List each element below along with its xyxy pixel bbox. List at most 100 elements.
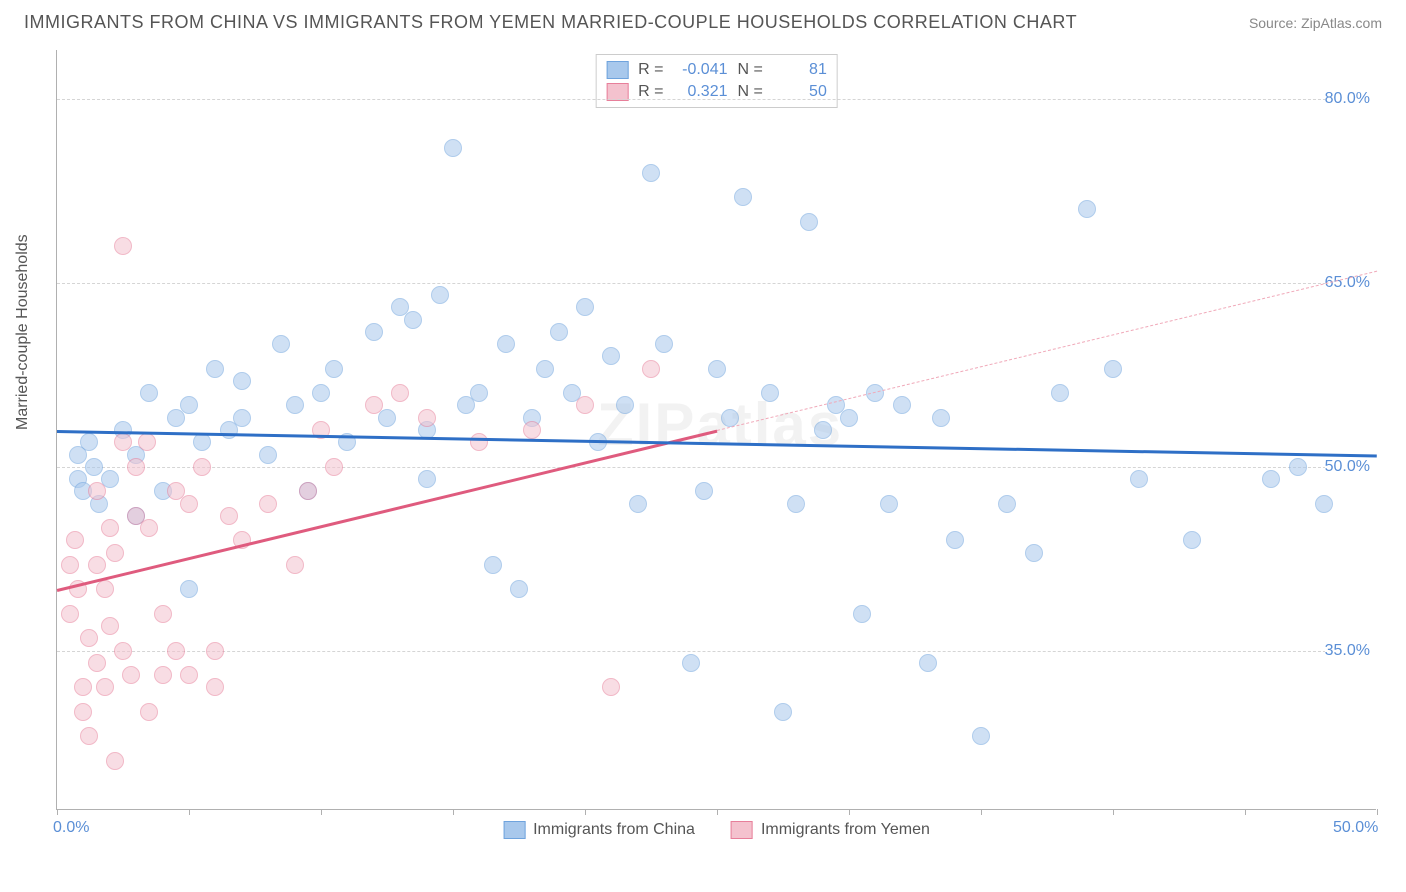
- data-point: [206, 678, 224, 696]
- legend-item: Immigrants from China: [503, 821, 695, 839]
- data-point: [1025, 544, 1043, 562]
- data-point: [114, 433, 132, 451]
- data-point: [101, 519, 119, 537]
- data-point: [510, 580, 528, 598]
- legend-n-value: 81: [773, 61, 827, 79]
- data-point: [536, 360, 554, 378]
- x-tick-label: 50.0%: [1333, 819, 1378, 837]
- data-point: [893, 396, 911, 414]
- data-point: [1262, 470, 1280, 488]
- legend-stat-row: R =-0.041N =81: [606, 59, 827, 81]
- data-point: [325, 458, 343, 476]
- data-point: [365, 396, 383, 414]
- x-tick-mark: [453, 809, 454, 815]
- data-point: [682, 654, 700, 672]
- trend-line: [717, 271, 1377, 431]
- data-point: [138, 433, 156, 451]
- gridline: [57, 467, 1376, 468]
- legend-r-label: R =: [638, 61, 663, 79]
- data-point: [932, 409, 950, 427]
- data-point: [787, 495, 805, 513]
- data-point: [946, 531, 964, 549]
- data-point: [1183, 531, 1201, 549]
- data-point: [272, 335, 290, 353]
- data-point: [140, 384, 158, 402]
- data-point: [576, 298, 594, 316]
- data-point: [299, 482, 317, 500]
- data-point: [180, 495, 198, 513]
- x-tick-mark: [1377, 809, 1378, 815]
- data-point: [1315, 495, 1333, 513]
- data-point: [642, 164, 660, 182]
- data-point: [180, 396, 198, 414]
- legend-swatch: [503, 821, 525, 839]
- data-point: [80, 433, 98, 451]
- data-point: [88, 482, 106, 500]
- data-point: [695, 482, 713, 500]
- data-point: [127, 458, 145, 476]
- data-point: [470, 384, 488, 402]
- legend-series: Immigrants from ChinaImmigrants from Yem…: [503, 821, 930, 839]
- x-tick-mark: [321, 809, 322, 815]
- data-point: [88, 556, 106, 574]
- data-point: [259, 495, 277, 513]
- data-point: [312, 384, 330, 402]
- data-point: [523, 421, 541, 439]
- data-point: [74, 703, 92, 721]
- data-point: [106, 544, 124, 562]
- data-point: [365, 323, 383, 341]
- data-point: [800, 213, 818, 231]
- data-point: [101, 617, 119, 635]
- data-point: [66, 531, 84, 549]
- data-point: [140, 703, 158, 721]
- data-point: [74, 678, 92, 696]
- data-point: [80, 629, 98, 647]
- y-tick-label: 35.0%: [1325, 642, 1380, 660]
- x-tick-mark: [717, 809, 718, 815]
- data-point: [96, 678, 114, 696]
- y-tick-label: 80.0%: [1325, 90, 1380, 108]
- data-point: [853, 605, 871, 623]
- data-point: [286, 396, 304, 414]
- data-point: [602, 678, 620, 696]
- data-point: [154, 605, 172, 623]
- data-point: [1078, 200, 1096, 218]
- legend-n-label: N =: [738, 61, 763, 79]
- trend-line: [57, 430, 1377, 457]
- data-point: [391, 384, 409, 402]
- data-point: [629, 495, 647, 513]
- x-tick-mark: [1245, 809, 1246, 815]
- x-tick-mark: [1113, 809, 1114, 815]
- data-point: [140, 519, 158, 537]
- y-tick-label: 50.0%: [1325, 458, 1380, 476]
- data-point: [444, 139, 462, 157]
- data-point: [1051, 384, 1069, 402]
- data-point: [550, 323, 568, 341]
- data-point: [1289, 458, 1307, 476]
- gridline: [57, 283, 1376, 284]
- data-point: [418, 409, 436, 427]
- legend-swatch: [606, 61, 628, 79]
- data-point: [602, 347, 620, 365]
- data-point: [734, 188, 752, 206]
- data-point: [154, 666, 172, 684]
- data-point: [470, 433, 488, 451]
- gridline: [57, 99, 1376, 100]
- data-point: [180, 580, 198, 598]
- data-point: [576, 396, 594, 414]
- data-point: [972, 727, 990, 745]
- data-point: [721, 409, 739, 427]
- x-tick-label: 0.0%: [53, 819, 89, 837]
- data-point: [431, 286, 449, 304]
- data-point: [61, 605, 79, 623]
- data-point: [484, 556, 502, 574]
- gridline: [57, 651, 1376, 652]
- data-point: [106, 752, 124, 770]
- data-point: [259, 446, 277, 464]
- data-point: [193, 458, 211, 476]
- x-tick-mark: [981, 809, 982, 815]
- data-point: [286, 556, 304, 574]
- data-point: [840, 409, 858, 427]
- source-label: Source: ZipAtlas.com: [1249, 15, 1382, 31]
- data-point: [814, 421, 832, 439]
